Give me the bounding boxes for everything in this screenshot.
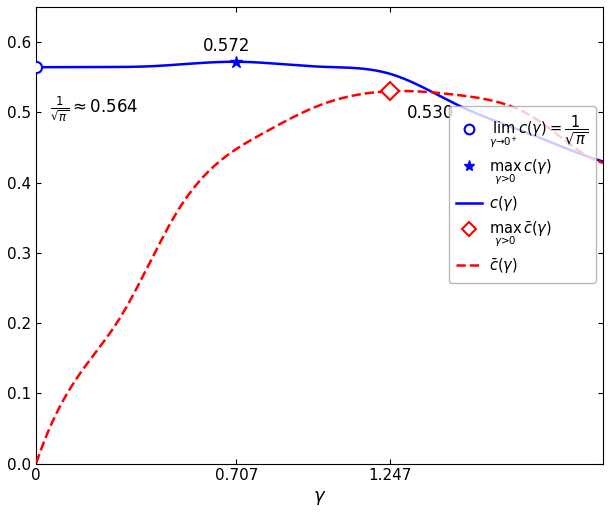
X-axis label: $\gamma$: $\gamma$ xyxy=(313,489,326,507)
Text: 0.572: 0.572 xyxy=(203,37,250,55)
Legend: $\lim_{\gamma\to0^+} c(\gamma) = \dfrac{1}{\sqrt{\pi}}$, $\max_{\gamma>0}\, c(\g: $\lim_{\gamma\to0^+} c(\gamma) = \dfrac{… xyxy=(448,106,596,283)
Text: $\frac{1}{\sqrt{\pi}}\approx0.564$: $\frac{1}{\sqrt{\pi}}\approx0.564$ xyxy=(50,94,138,123)
Text: 0.530: 0.530 xyxy=(407,104,454,122)
